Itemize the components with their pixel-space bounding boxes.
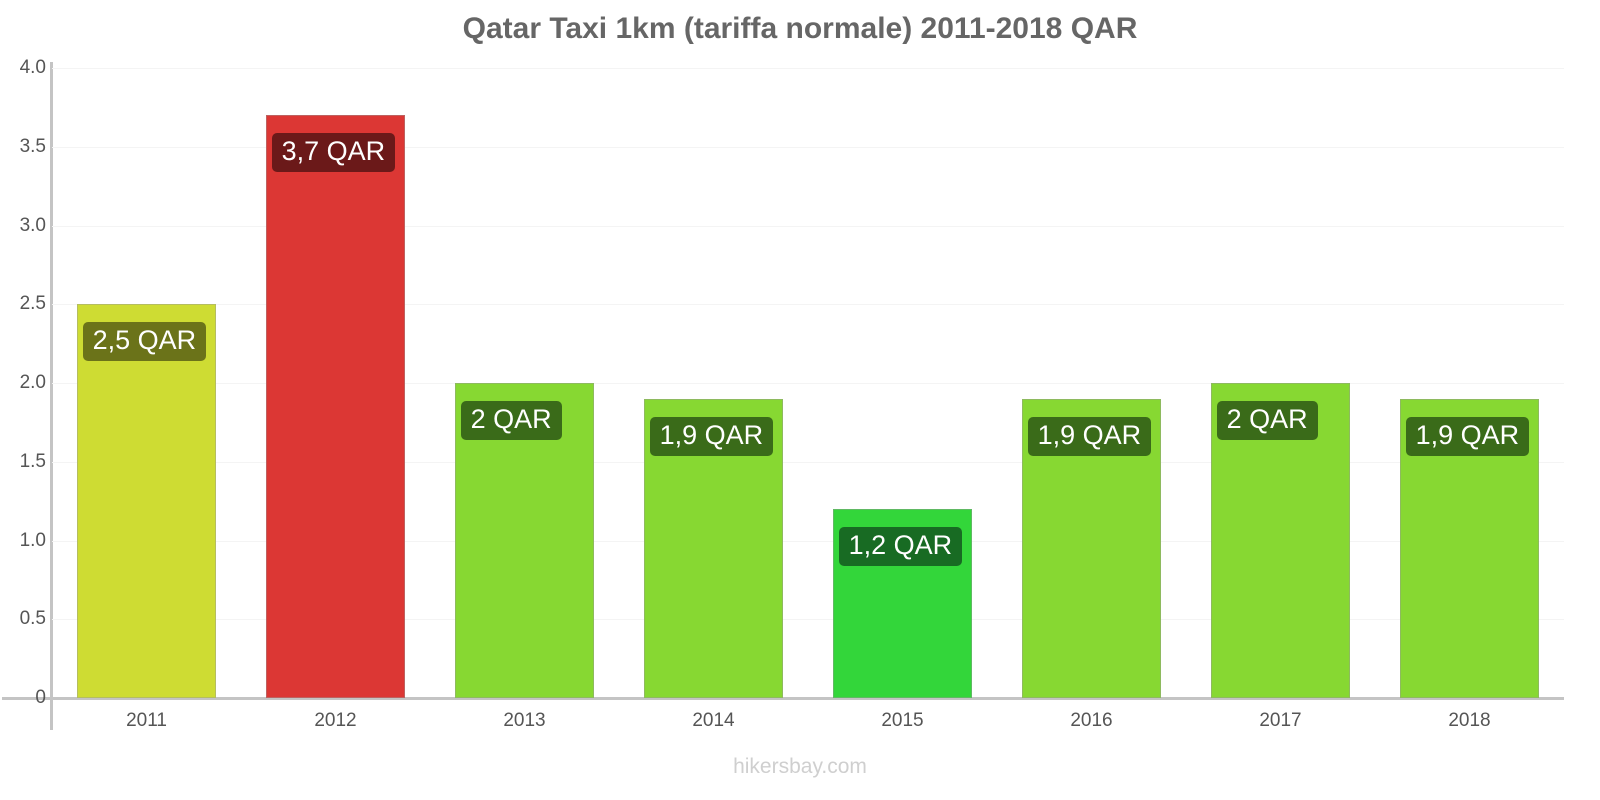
gridline (52, 304, 1564, 306)
bar-group-2015[interactable]: 1,2 QAR (832, 68, 973, 698)
x-axis-tick-2012: 2012 (314, 710, 357, 731)
gridline (52, 461, 1564, 463)
x-axis-line (2, 697, 1564, 700)
bar-value-label-2015: 1,2 QAR (838, 527, 963, 566)
x-axis-tick-2015: 2015 (881, 710, 924, 731)
bar-value-label-2013: 2 QAR (460, 401, 562, 440)
bar-value-label-2018: 1,9 QAR (1405, 416, 1530, 456)
bar-group-2016[interactable]: 1,9 QAR (1021, 68, 1162, 698)
y-axis-line (50, 62, 53, 730)
chart-title: Qatar Taxi 1km (tariffa normale) 2011-20… (462, 12, 1138, 45)
bar-2011[interactable] (76, 304, 217, 698)
footer-credit: hikersbay.com (733, 755, 867, 778)
gridline (52, 619, 1564, 621)
bar-2012[interactable] (265, 115, 406, 698)
x-axis-tick-2011: 2011 (126, 710, 167, 731)
bar-value-label-2017: 2 QAR (1216, 401, 1318, 440)
x-axis-tick-2014: 2014 (692, 710, 735, 731)
gridline (52, 146, 1564, 148)
gridline (52, 540, 1564, 542)
x-axis-tick-2013: 2013 (503, 710, 546, 731)
x-axis-tick-2016: 2016 (1070, 710, 1113, 731)
x-axis-tick-2017: 2017 (1259, 710, 1302, 731)
y-axis-tick-3.0: 3.0 (19, 214, 46, 236)
bar-group-2011[interactable]: 2,5 QAR (76, 68, 217, 698)
plot-area: 2,5 QAR 3,7 QAR 2 QAR 1,9 QAR 1,2 QAR 1,9 QAR… (52, 68, 1564, 698)
bar-value-label-2011: 2,5 QAR (82, 322, 207, 362)
bar-group-2013[interactable]: 2 QAR (454, 68, 595, 698)
gridline (52, 383, 1564, 384)
gridline (52, 68, 1564, 69)
y-axis-tick-0: 0 (35, 687, 46, 708)
bar-group-2012[interactable]: 3,7 QAR (265, 68, 406, 698)
x-axis-tick-2018: 2018 (1448, 710, 1491, 731)
y-axis-tick-0.5: 0.5 (19, 608, 46, 630)
y-axis-tick-2.5: 2.5 (19, 293, 46, 315)
y-axis-tick-1.5: 1.5 (19, 450, 46, 472)
bar-value-label-2014: 1,9 QAR (649, 416, 774, 456)
bar-group-2018[interactable]: 1,9 QAR (1399, 68, 1540, 698)
y-axis-tick-1.0: 1.0 (19, 529, 46, 551)
bar-value-label-2016: 1,9 QAR (1027, 416, 1152, 456)
bar-group-2014[interactable]: 1,9 QAR (643, 68, 784, 698)
bar-group-2017[interactable]: 2 QAR (1210, 68, 1351, 698)
bar-value-label-2012: 3,7 QAR (271, 133, 396, 173)
y-axis-tick-3.5: 3.5 (19, 135, 46, 157)
gridline (52, 225, 1564, 227)
y-axis-tick-4.0: 4.0 (19, 57, 46, 78)
y-axis-tick-2.0: 2.0 (19, 372, 46, 393)
